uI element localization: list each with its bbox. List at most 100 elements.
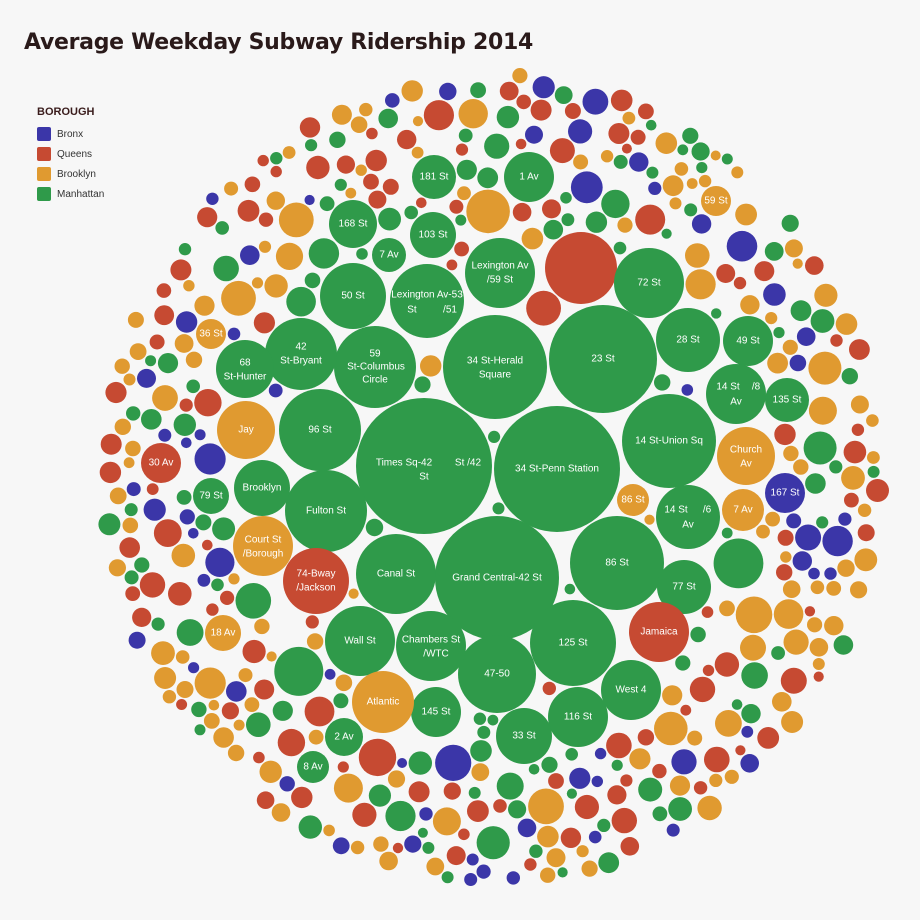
station-bubble-brooklyn	[824, 616, 844, 636]
station-bubble-manhattan	[422, 841, 435, 854]
station-bubble-manhattan	[151, 617, 165, 631]
station-bubble-queens	[780, 667, 807, 694]
station-bubble-manhattan	[157, 353, 179, 374]
station-bubble-manhattan	[396, 611, 466, 681]
station-label: St	[419, 472, 429, 483]
station-bubble-brooklyn	[717, 427, 775, 485]
station-label: 30 Av	[149, 458, 174, 469]
station-bubble-brooklyn	[783, 629, 809, 655]
station-bubble-manhattan	[564, 583, 576, 595]
station-bubble-queens	[830, 334, 843, 347]
station-bubble-manhattan	[191, 701, 207, 718]
station-bubble-manhattan	[656, 308, 720, 372]
station-label: 79 St	[199, 491, 223, 502]
station-bubble-brooklyn	[783, 445, 799, 462]
station-bubble-manhattan	[468, 786, 481, 799]
station-bubble-brooklyn	[129, 343, 147, 360]
station-bubble-brooklyn	[233, 516, 293, 576]
station-bubble-brooklyn	[171, 543, 196, 568]
station-label: 86 St	[621, 495, 645, 506]
station-bubble-bronx	[792, 551, 812, 571]
station-bubble-queens	[607, 785, 627, 805]
station-bubble-manhattan	[124, 570, 139, 585]
station-bubble-manhattan	[771, 646, 785, 660]
station-bubble-queens	[99, 461, 122, 484]
station-bubble-queens	[499, 81, 519, 101]
station-bubble-queens	[153, 519, 182, 547]
station-bubble-brooklyn	[814, 283, 838, 307]
station-bubble-manhattan	[654, 374, 671, 391]
station-bubble-bronx	[648, 181, 662, 195]
station-bubble-brooklyn	[793, 459, 809, 475]
station-label: 168 St	[339, 219, 368, 230]
station-label: St	[407, 305, 417, 316]
station-bubble-manhattan	[661, 228, 672, 239]
station-bubble-manhattan	[194, 724, 206, 736]
station-bubble-bronx	[419, 807, 433, 821]
station-bubble-manhattan	[601, 189, 630, 219]
station-bubble-bronx	[763, 283, 786, 306]
station-bubble-manhattan	[492, 502, 505, 515]
station-bubble-queens	[701, 606, 714, 618]
station-bubble-manhattan	[368, 784, 391, 807]
station-bubble-queens	[813, 671, 824, 682]
station-label: 47-50	[484, 669, 510, 680]
station-bubble-manhattan	[598, 852, 620, 874]
station-bubble-queens	[176, 699, 188, 710]
station-bubble-queens	[449, 199, 464, 214]
station-bubble-queens	[358, 738, 397, 777]
station-bubble-brooklyn	[122, 517, 139, 534]
station-bubble-brooklyn	[662, 175, 684, 197]
station-bubble-brooklyn	[466, 189, 510, 234]
station-bubble-brooklyn	[808, 351, 842, 385]
station-bubble-queens	[777, 529, 794, 546]
station-bubble-manhattan	[721, 153, 733, 165]
station-bubble-brooklyn	[866, 414, 879, 427]
station-bubble-bronx	[588, 830, 602, 844]
station-bubble-bronx	[439, 82, 457, 101]
station-label: 68	[239, 358, 251, 369]
station-bubble-manhattan	[773, 327, 785, 339]
station-bubble-queens	[408, 781, 430, 803]
legend-item-queens: Queens	[37, 144, 104, 164]
station-bubble-queens	[704, 746, 730, 773]
station-bubble-manhattan	[765, 378, 809, 422]
legend-swatch-bronx	[37, 127, 51, 141]
station-bubble-brooklyn	[355, 164, 367, 176]
station-bubble-queens	[733, 276, 747, 290]
station-bubble-manhattan	[829, 460, 843, 474]
station-bubble-queens	[197, 207, 218, 228]
station-bubble-brooklyn	[512, 68, 528, 84]
station-bubble-bronx	[194, 443, 226, 475]
station-bubble-manhattan	[98, 513, 121, 536]
station-bubble-bronx	[206, 192, 219, 205]
legend-swatch-manhattan	[37, 187, 51, 201]
station-bubble-brooklyn	[521, 227, 544, 250]
station-bubble-queens	[608, 123, 630, 144]
station-bubble-queens	[680, 704, 692, 716]
station-bubble-brooklyn	[127, 311, 144, 328]
station-bubble-queens	[443, 782, 461, 800]
legend-item-manhattan: Manhattan	[37, 184, 104, 204]
station-label: 7 Av	[733, 505, 752, 516]
station-bubble-bronx	[158, 428, 172, 442]
station-bubble-manhattan	[414, 376, 431, 393]
station-bubble-manhattan	[193, 478, 229, 514]
station-label: 96 St	[308, 425, 332, 436]
station-bubble-queens	[621, 143, 632, 154]
station-bubble-bronx	[525, 125, 543, 144]
station-bubble-queens	[168, 582, 192, 606]
station-bubble-bronx	[822, 525, 853, 557]
station-bubble-queens	[156, 283, 172, 298]
station-bubble-manhattan	[781, 214, 799, 232]
station-bubble-brooklyn	[205, 615, 241, 651]
station-bubble-bronx	[594, 747, 607, 760]
station-bubble-brooklyn	[348, 588, 359, 599]
station-label: St-Columbus	[347, 362, 405, 373]
station-bubble-manhattan	[529, 844, 543, 858]
station-bubble-manhattan	[272, 700, 293, 721]
station-bubble-manhattan	[435, 516, 559, 640]
station-bubble-queens	[620, 837, 640, 856]
station-bubble-brooklyn	[669, 197, 682, 210]
station-bubble-manhattan	[215, 221, 229, 235]
